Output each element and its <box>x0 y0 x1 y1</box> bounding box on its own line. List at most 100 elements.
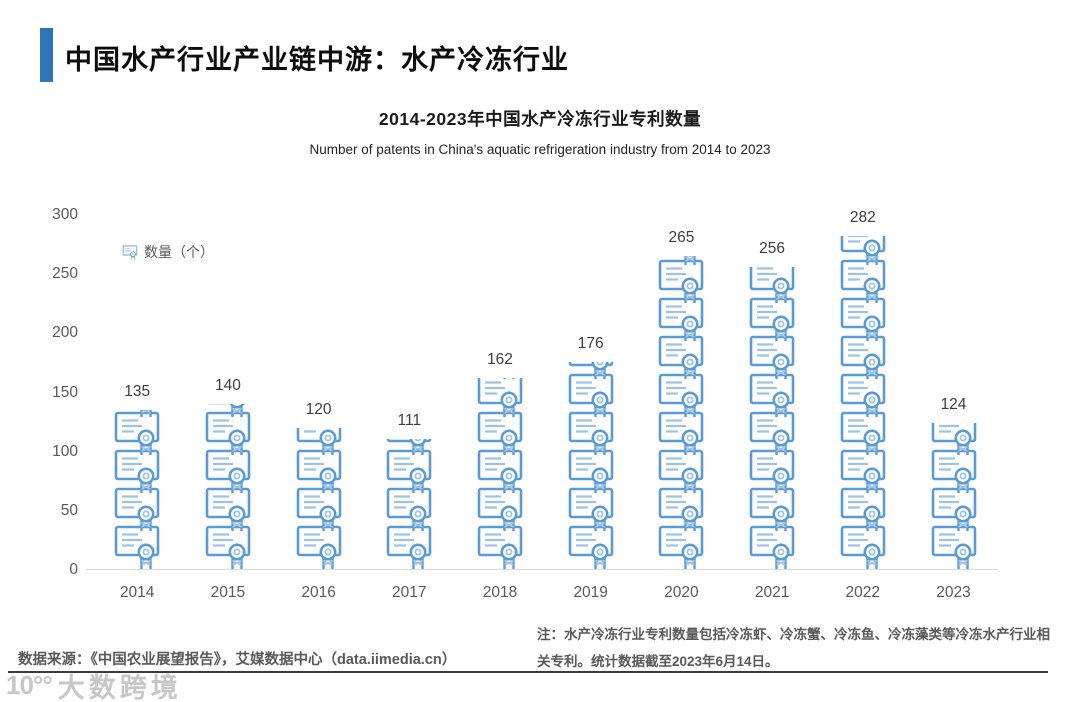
certificate-icon <box>748 524 796 570</box>
certificate-icon <box>113 410 161 418</box>
bar-2014[interactable] <box>113 410 161 570</box>
certificate-icon <box>113 448 161 494</box>
bar-2022[interactable] <box>839 236 887 570</box>
certificate-icon <box>930 423 978 456</box>
certificate-icon <box>930 524 978 570</box>
chart-subtitle: Number of patents in China's aquatic ref… <box>309 142 771 157</box>
x-axis-line <box>86 569 998 570</box>
x-axis-label: 2019 <box>573 584 608 601</box>
certificate-icon <box>295 428 343 456</box>
y-axis-tick-label: 100 <box>52 442 78 460</box>
certificate-icon <box>930 448 978 494</box>
watermark-text: 大数跨境 <box>57 673 182 702</box>
certificate-icon <box>839 258 887 304</box>
certificate-icon <box>748 372 796 418</box>
certificate-icon <box>748 410 796 456</box>
certificate-icon <box>657 448 705 494</box>
bar-2018[interactable] <box>476 378 524 570</box>
certificate-icon <box>385 448 433 494</box>
certificate-icon <box>839 372 887 418</box>
bar-value-label: 140 <box>214 377 241 394</box>
footnote-text: 注：水产冷冻行业专利数量包括冷冻虾、冷冻蟹、冷冻鱼、冷冻藻类等冷冻水产行业相关专… <box>537 627 1050 669</box>
bar-2016[interactable] <box>295 428 343 570</box>
certificate-icon <box>657 524 705 570</box>
y-axis-tick-label: 300 <box>52 206 78 223</box>
certificate-icon <box>113 524 161 570</box>
x-axis-label: 2015 <box>210 584 246 601</box>
certificate-icon <box>839 524 887 570</box>
certificate-icon <box>295 448 343 494</box>
certificate-icon <box>657 256 705 266</box>
certificate-icon <box>657 296 705 342</box>
bar-2021[interactable] <box>748 267 796 570</box>
certificate-icon <box>567 486 615 532</box>
certificate-icon <box>748 334 796 380</box>
title-accent-bar <box>40 28 53 82</box>
certificate-icon <box>657 486 705 532</box>
legend-item-quantity[interactable]: 数量（个） <box>122 242 214 262</box>
certificate-icon <box>204 486 252 532</box>
certificate-icon <box>385 524 433 570</box>
certificate-icon <box>930 486 978 532</box>
certificate-icon <box>839 410 887 456</box>
legend-label: 数量（个） <box>144 244 214 260</box>
x-axis-label: 2023 <box>936 584 971 601</box>
certificate-icon <box>748 296 796 342</box>
certificate-icon <box>295 486 343 532</box>
watermark-logo-icon: 10°° <box>6 670 53 700</box>
bottom-divider <box>8 671 1048 673</box>
certificate-icon <box>476 524 524 570</box>
certificate-icon <box>567 448 615 494</box>
certificate-icon <box>839 486 887 532</box>
chart-title: 2014-2023年中国水产冷冻行业专利数量 <box>378 109 702 129</box>
watermark: 10°° 大数跨境 <box>6 666 182 702</box>
certificate-icon <box>748 267 796 304</box>
bar-value-label: 162 <box>487 351 513 368</box>
certificate-icon <box>567 372 615 418</box>
x-axis-label: 2020 <box>664 584 699 601</box>
certificate-icon <box>113 410 161 456</box>
y-axis-tick-label: 250 <box>52 265 78 283</box>
x-axis-label: 2016 <box>301 584 336 601</box>
bar-value-label: 265 <box>668 229 695 246</box>
certificate-icon <box>476 410 524 456</box>
certificate-icon <box>748 448 796 494</box>
bar-value-label: 111 <box>397 412 422 429</box>
y-axis-tick-label: 150 <box>52 383 78 401</box>
bar-value-label: 120 <box>305 401 332 418</box>
bar-value-label: 124 <box>940 396 967 413</box>
certificate-icon <box>839 296 887 342</box>
bar-2015[interactable] <box>204 404 252 570</box>
bar-value-label: 135 <box>124 383 151 400</box>
certificate-icon <box>839 236 887 266</box>
x-axis-label: 2022 <box>845 584 881 601</box>
bar-2019[interactable] <box>567 362 615 570</box>
bar-2020[interactable] <box>657 256 705 570</box>
certificate-icon <box>113 486 161 532</box>
certificate-icon <box>295 524 343 570</box>
certificate-icon <box>839 334 887 380</box>
x-axis-label: 2017 <box>392 584 427 601</box>
certificate-icon <box>204 524 252 570</box>
certificate-icon <box>567 362 615 380</box>
certificate-icon <box>567 524 615 570</box>
certificate-icon <box>567 410 615 456</box>
data-source-text: 数据来源：《中国农业展望报告》，艾媒数据中心（data.iimedia.cn） <box>18 652 457 668</box>
x-axis-label: 2014 <box>119 584 155 601</box>
bar-value-label: 256 <box>759 240 786 257</box>
bar-value-label: 176 <box>577 335 604 352</box>
page-title: 中国水产行业产业链中游：水产冷冻行业 <box>65 45 569 75</box>
certificate-icon <box>748 486 796 532</box>
certificate-icon <box>657 410 705 456</box>
certificate-icon <box>476 448 524 494</box>
certificate-icon <box>385 439 433 456</box>
bar-2023[interactable] <box>930 423 978 570</box>
certificate-icon <box>657 372 705 418</box>
y-axis-tick-label: 0 <box>69 561 78 578</box>
bar-2017[interactable] <box>385 439 433 570</box>
certificate-icon <box>657 334 705 380</box>
certificate-icon <box>204 448 252 494</box>
bar-value-label: 282 <box>849 209 876 226</box>
certificate-icon <box>476 486 524 532</box>
